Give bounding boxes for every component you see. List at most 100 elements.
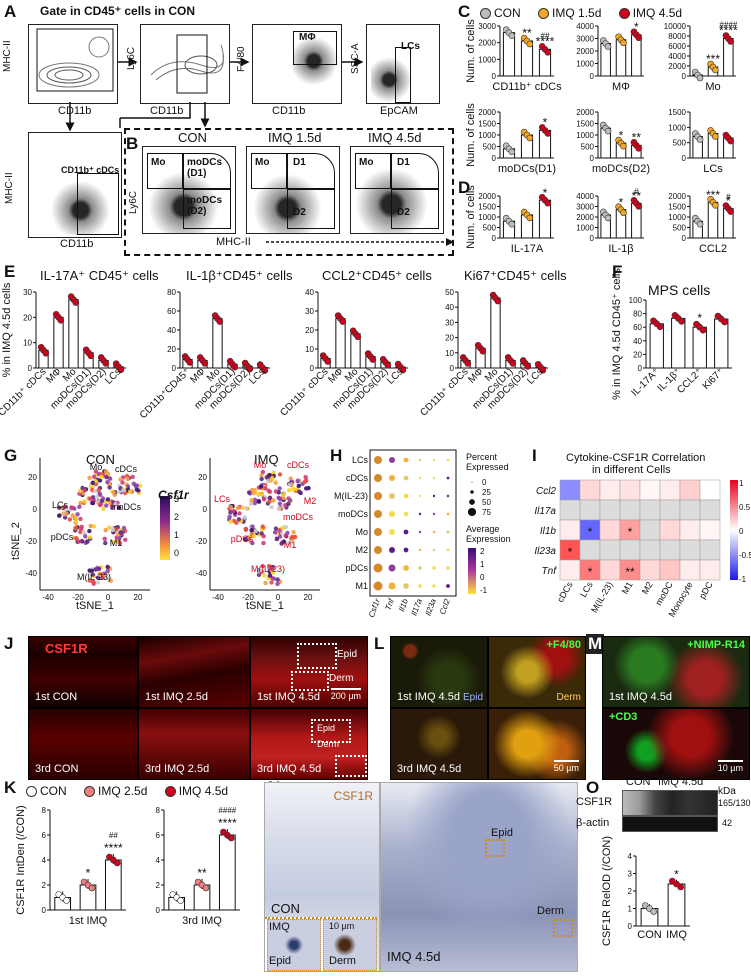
tick-label-D1: 2000 bbox=[478, 192, 496, 201]
bar-F-2 bbox=[692, 326, 707, 369]
tsne-ytick: 0 bbox=[33, 505, 38, 514]
o-blot-bottom bbox=[622, 816, 718, 832]
dot-row-5: M2 bbox=[355, 545, 368, 555]
sig-C2-2: * bbox=[634, 20, 639, 34]
l-img-2: +F4/80 Derm bbox=[488, 636, 586, 708]
b2-gate-d2: D2 bbox=[293, 207, 306, 218]
dot-5-4 bbox=[432, 548, 436, 552]
j-title: CSF1R bbox=[45, 641, 88, 656]
dot-7-1 bbox=[388, 582, 396, 590]
i-title-1: Cytokine-CSF1R Correlation bbox=[566, 452, 706, 464]
tsne-point bbox=[261, 497, 267, 502]
tick-label-D2: 3000 bbox=[576, 203, 594, 212]
tick-label-F: 0 bbox=[638, 364, 643, 373]
tsne-point bbox=[98, 502, 103, 507]
tsne-point bbox=[104, 503, 109, 508]
tsne-point bbox=[266, 488, 271, 493]
tick-label-D3: 1000 bbox=[668, 213, 686, 222]
tick-label-E1: 30 bbox=[23, 288, 32, 297]
tsne-point bbox=[260, 524, 265, 529]
tsne-point bbox=[277, 472, 283, 477]
tsne-point bbox=[237, 511, 242, 516]
tsne-point bbox=[130, 474, 135, 480]
tick-label-D3: 500 bbox=[673, 224, 687, 233]
tsne-point bbox=[250, 540, 255, 546]
tick-label-C1: 3000 bbox=[478, 22, 496, 31]
tick-label-D3: 1500 bbox=[668, 203, 686, 212]
tick-label-O: 4 bbox=[628, 852, 633, 861]
tsne-point bbox=[275, 577, 280, 582]
ylabel-K1: CSF1R IntDen (/CON) bbox=[15, 805, 27, 914]
tsne-point bbox=[259, 476, 264, 482]
tsne-point bbox=[77, 504, 82, 510]
n-label-imq45: IMQ 4.5d bbox=[387, 949, 441, 964]
tsne-point bbox=[110, 539, 116, 544]
tsne-point bbox=[82, 499, 87, 504]
point-C2-0 bbox=[604, 43, 612, 50]
dot-avg-val-2: 0 bbox=[480, 573, 485, 582]
tsne-point bbox=[88, 523, 93, 529]
tsne-point bbox=[113, 502, 118, 507]
tsne-point bbox=[303, 475, 308, 480]
g-xlabel-2: tSNE_1 bbox=[246, 600, 284, 612]
g-con-title: CON bbox=[86, 452, 115, 467]
tsne-point bbox=[121, 525, 127, 531]
heat-cell-3-7 bbox=[699, 539, 721, 561]
tsne-point bbox=[137, 483, 143, 488]
heat-cell-0-5 bbox=[659, 479, 681, 501]
bar-F-3 bbox=[714, 318, 729, 369]
heat-scale-3: -0.5 bbox=[739, 551, 751, 560]
dot-5-3 bbox=[418, 548, 422, 552]
tsne-point bbox=[230, 509, 236, 514]
j-scalebar: 200 µm bbox=[330, 688, 362, 701]
dot-col-0: Csf1r bbox=[367, 597, 382, 618]
heat-cell-0-4 bbox=[639, 479, 661, 501]
heat-cell-3-5 bbox=[659, 539, 681, 561]
tick-label-K2: 6 bbox=[156, 831, 161, 840]
heat-cell-3-4 bbox=[639, 539, 661, 561]
sig-C5-1: * bbox=[619, 128, 624, 142]
dot-0-0 bbox=[374, 456, 382, 464]
g-imq-title: IMQ bbox=[254, 452, 279, 467]
tsne-label-5: pDCs bbox=[231, 534, 254, 544]
tsne-point bbox=[256, 499, 262, 504]
legend-k: CON IMQ 2.5d IMQ 4.5d bbox=[26, 784, 228, 798]
dot-avg-bar bbox=[468, 548, 476, 594]
b-plot-2: Mo D1 D2 bbox=[246, 146, 340, 234]
j-img-5: 3rd IMQ 2.5d bbox=[138, 708, 250, 780]
b-plot-1: Mo moDCs (D1) moDCs (D2) bbox=[142, 146, 236, 234]
tsne-point bbox=[269, 566, 275, 571]
tsne-point bbox=[85, 539, 90, 544]
point-O-0 bbox=[650, 908, 657, 915]
point-C5-0 bbox=[604, 127, 612, 135]
g-xlabel-1: tSNE_1 bbox=[76, 600, 114, 612]
tick-label-C1: 1000 bbox=[478, 55, 496, 64]
tick-label-E1: 0 bbox=[28, 364, 33, 373]
tsne-label-0: cDCs bbox=[115, 464, 137, 474]
tsne-point bbox=[277, 501, 283, 506]
j-img-6: Epid Derm 3rd IMQ 4.5d bbox=[250, 708, 368, 780]
tick-label-E4: 40 bbox=[445, 303, 454, 312]
j-label-3: 1st IMQ 4.5d bbox=[257, 691, 320, 703]
dot-4-1 bbox=[389, 529, 395, 535]
tsne-con: -40 -20 0 20 20 0 -20 -40 cDCs Mo moDCs LCs pDCs M1 M(… bbox=[25, 458, 150, 602]
sig-D3-2: * bbox=[726, 194, 731, 208]
tsne-xtick: -20 bbox=[72, 593, 84, 602]
bar-E1-2 bbox=[68, 299, 79, 369]
dot-3-3 bbox=[418, 512, 422, 516]
xlabel-C2: MΦ bbox=[612, 81, 630, 93]
j-img-4: 3rd CON bbox=[28, 708, 138, 780]
tsne-point bbox=[62, 515, 68, 520]
l-scalebar: 50 µm bbox=[553, 760, 580, 773]
tsne-point bbox=[302, 479, 308, 484]
tsne-point bbox=[266, 478, 271, 484]
tick-label-K1: 0 bbox=[42, 906, 47, 915]
dot-4-4 bbox=[432, 530, 436, 534]
sig-O-1: * bbox=[674, 867, 679, 881]
heat-cell-3-1 bbox=[579, 539, 601, 561]
tsne-xtick: -40 bbox=[42, 593, 54, 602]
n-epid-2: Epid bbox=[491, 827, 514, 839]
tsne-xtick: 0 bbox=[106, 593, 111, 602]
